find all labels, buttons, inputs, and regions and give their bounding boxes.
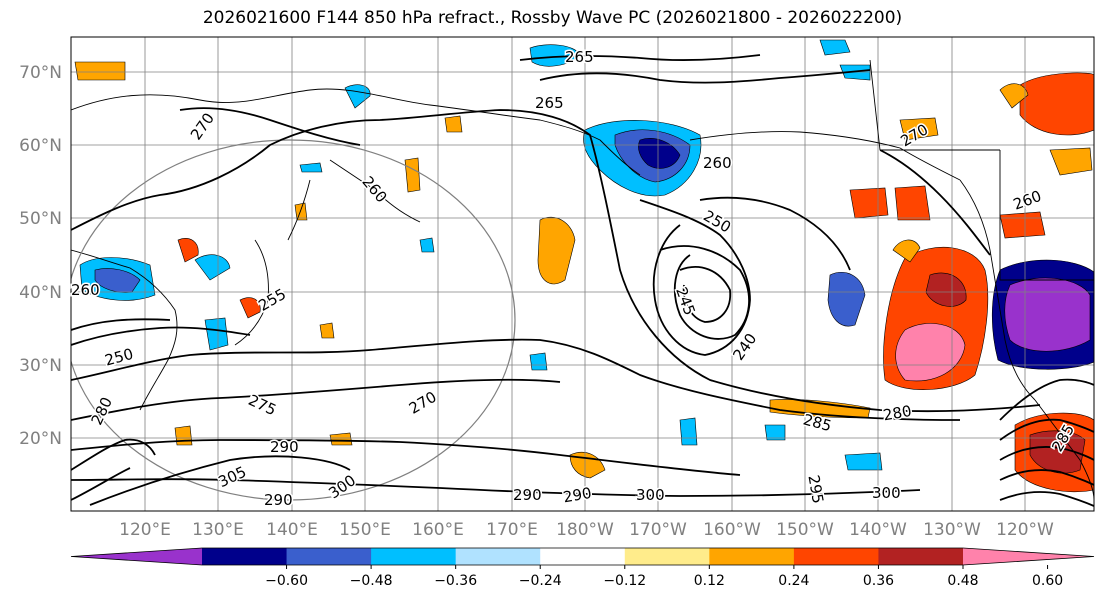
contour-lines xyxy=(71,54,1094,507)
lat-label: 60°N xyxy=(19,136,62,156)
shaded-anomalies xyxy=(74,39,1094,493)
lon-label: 140°E xyxy=(266,520,318,540)
contour-label: 290 xyxy=(270,438,299,456)
contour-label: 260 xyxy=(703,154,732,172)
colorbar-bin xyxy=(624,548,710,565)
lon-label: 160°W xyxy=(703,520,761,540)
colorbar-bin xyxy=(202,548,288,565)
map-title: 2026021600 F144 850 hPa refract., Rossby… xyxy=(202,8,903,28)
colorbar-bin xyxy=(878,548,964,565)
graticule xyxy=(71,37,1094,511)
longitude-labels: 120°E 130°E 140°E 150°E 160°E 170°E 180°… xyxy=(119,520,1054,540)
lon-label: 120°W xyxy=(996,520,1054,540)
colorbar-tick-label: 0.48 xyxy=(947,573,978,589)
lon-label: 120°E xyxy=(119,520,171,540)
lat-label: 20°N xyxy=(19,429,62,449)
lon-label: 130°E xyxy=(192,520,244,540)
colorbar: −0.60 −0.48 −0.36 −0.24 −0.12 0.12 0.24 0.36 0.4… xyxy=(70,547,1095,589)
lat-label: 50°N xyxy=(19,209,62,229)
lon-label: 170°E xyxy=(486,520,538,540)
contour-label: 265 xyxy=(565,48,594,66)
colorbar-tick-label: −0.48 xyxy=(350,573,393,589)
lon-label: 160°E xyxy=(412,520,464,540)
map-border xyxy=(70,36,1095,512)
lon-label: 130°W xyxy=(923,520,981,540)
contour-label: 290 xyxy=(513,486,542,504)
lat-label: 40°N xyxy=(19,283,62,303)
colorbar-bin xyxy=(709,548,795,565)
anomaly-positive-ne-pacific-core xyxy=(895,323,966,382)
colorbar-tick-label: 0.60 xyxy=(1032,573,1063,589)
contour-label: 260 xyxy=(71,281,100,299)
colorbar-outline xyxy=(70,547,1095,566)
lon-label: 140°W xyxy=(849,520,907,540)
lat-label: 70°N xyxy=(19,63,62,83)
colorbar-tick-label: −0.36 xyxy=(434,573,477,589)
colorbar-tick-label: −0.12 xyxy=(603,573,646,589)
colorbar-tick-label: 0.36 xyxy=(863,573,894,589)
contour-label: 300 xyxy=(872,484,901,502)
colorbar-bin xyxy=(793,548,879,565)
colorbar-bin xyxy=(540,548,626,565)
colorbar-bin xyxy=(371,548,457,565)
lon-label: 150°W xyxy=(776,520,834,540)
colorbar-tick-label: −0.60 xyxy=(265,573,308,589)
colorbar-bin xyxy=(286,548,372,565)
contour-label: 265 xyxy=(535,94,564,112)
great-circle-outline xyxy=(71,139,516,501)
colorbar-bin xyxy=(455,548,541,565)
latitude-labels: 20°N 30°N 40°N 50°N 60°N 70°N xyxy=(19,63,62,449)
lon-label: 150°E xyxy=(339,520,391,540)
contour-label: 300 xyxy=(636,486,665,504)
colorbar-tick-label: −0.24 xyxy=(519,573,562,589)
colorbar-extension-high xyxy=(963,548,1094,565)
lon-label: 180°W xyxy=(556,520,614,540)
lat-label: 30°N xyxy=(19,356,62,376)
anomaly-positive-canada xyxy=(1019,72,1094,136)
lon-label: 170°W xyxy=(629,520,687,540)
contour-label: 290 xyxy=(264,491,293,509)
colorbar-tick-label: 0.12 xyxy=(694,573,725,589)
colorbar-extension-low xyxy=(71,548,202,565)
colorbar-tick-label: 0.24 xyxy=(778,573,809,589)
